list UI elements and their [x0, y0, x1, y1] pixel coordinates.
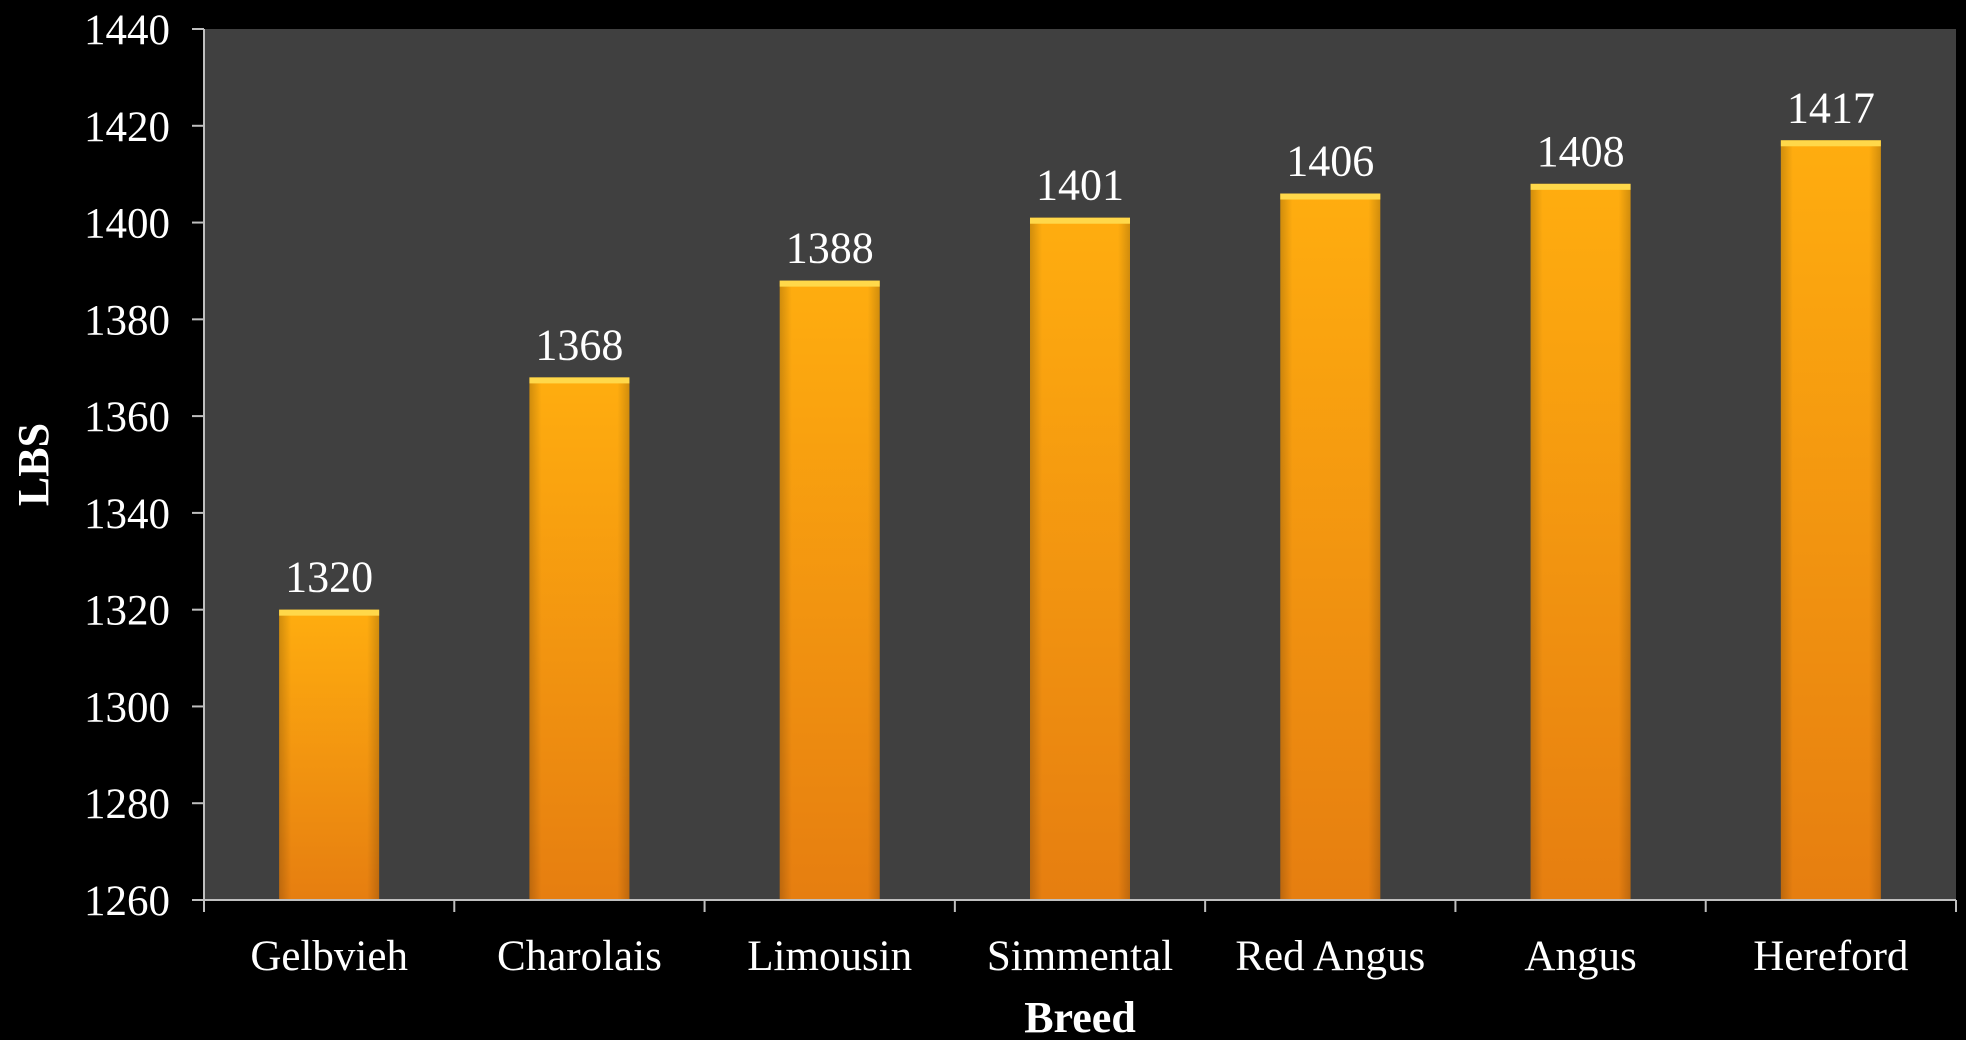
x-tick-label: Hereford — [1753, 933, 1908, 980]
x-tick-label: Red Angus — [1235, 933, 1425, 980]
data-label: 1417 — [1787, 83, 1875, 132]
data-label: 1368 — [535, 320, 623, 369]
bar-shading — [1780, 140, 1881, 901]
bar-top-edge — [1280, 193, 1381, 200]
y-tick-label: 1380 — [84, 297, 170, 344]
data-label: 1408 — [1537, 127, 1625, 176]
y-tick-label: 1280 — [84, 781, 170, 828]
y-tick-label: 1300 — [84, 684, 170, 731]
bar-top-edge — [529, 377, 630, 384]
bar-angus — [1530, 183, 1631, 900]
y-axis-title: LBS — [9, 423, 58, 506]
data-label: 1320 — [285, 553, 373, 602]
y-tick-label: 1440 — [84, 7, 170, 54]
x-tick-label: Simmental — [987, 933, 1173, 980]
bar-shading — [1030, 217, 1130, 900]
data-label: 1406 — [1286, 137, 1374, 186]
bar-charolais — [529, 377, 630, 900]
bar-red-angus — [1280, 193, 1381, 900]
x-tick-label: Charolais — [497, 933, 662, 980]
y-tick-label: 1360 — [84, 394, 170, 441]
data-labels: 1320 1368 1388 1401 1406 1408 1417 — [285, 83, 1875, 601]
bar-top-edge — [1530, 183, 1631, 190]
bar-top-edge — [279, 609, 380, 616]
bar-shading — [1280, 193, 1381, 900]
bar-top-edge — [1030, 217, 1130, 224]
axes: Gelbvieh Charolais Limousin Simmental Red An… — [84, 7, 1957, 980]
y-tick-label: 1420 — [84, 104, 170, 151]
y-tick-label: 1260 — [84, 878, 170, 925]
y-tick-label: 1340 — [84, 491, 170, 538]
bar-gelbvieh — [279, 609, 380, 900]
bar-hereford — [1780, 140, 1881, 901]
bar-simmental — [1030, 217, 1130, 900]
bar-top-edge — [1780, 140, 1881, 147]
x-tick-label: Gelbvieh — [250, 933, 408, 980]
bar-shading — [529, 377, 630, 900]
y-tick-label: 1320 — [84, 588, 170, 635]
bar-top-edge — [779, 280, 880, 287]
data-label: 1401 — [1036, 161, 1124, 210]
x-tick-label: Angus — [1524, 933, 1636, 980]
x-tick-label: Limousin — [747, 933, 912, 980]
bar-series — [279, 140, 1881, 901]
data-label: 1388 — [786, 224, 874, 273]
bar-shading — [1530, 183, 1631, 900]
bar-shading — [279, 609, 380, 900]
y-tick-label: 1400 — [84, 201, 170, 248]
x-axis-title: Breed — [1024, 993, 1136, 1040]
bar-limousin — [779, 280, 880, 901]
bar-shading — [779, 280, 880, 901]
